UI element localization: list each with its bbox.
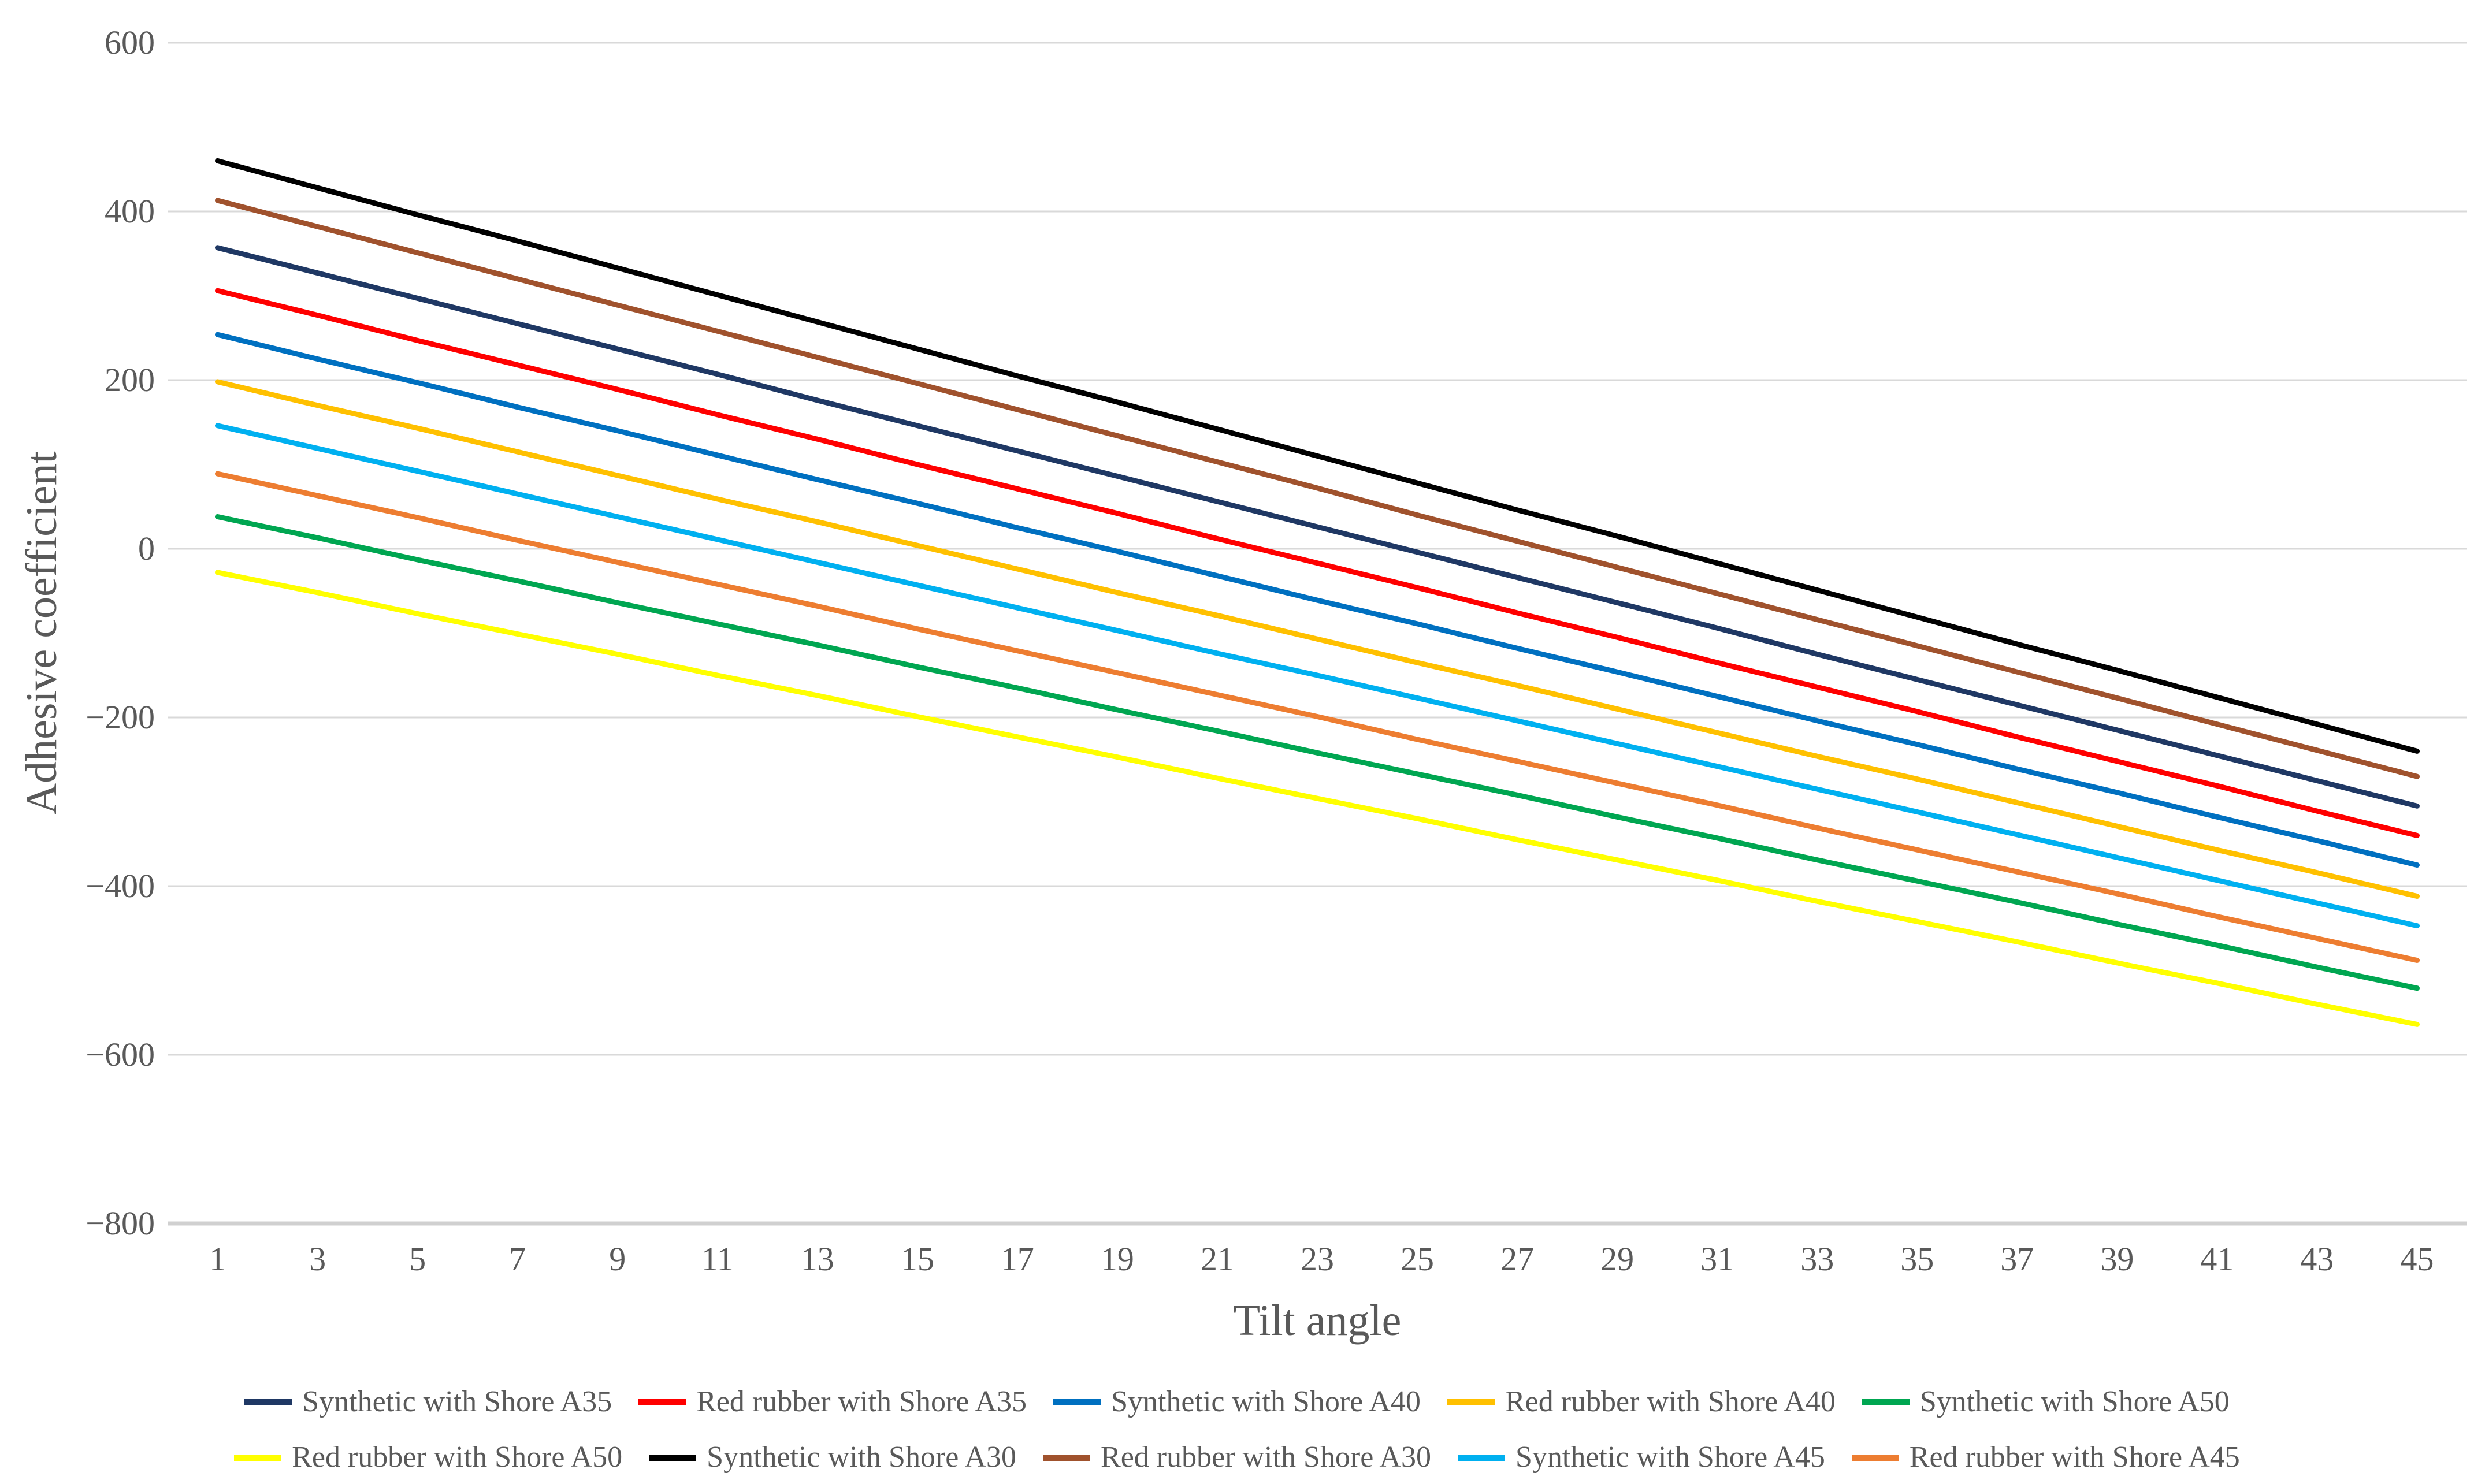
x-tick-label: 9 — [609, 1240, 626, 1278]
x-tick-label: 39 — [2100, 1240, 2134, 1278]
x-tick-label: 11 — [701, 1240, 734, 1278]
legend-swatch — [649, 1455, 697, 1461]
x-tick-label: 25 — [1401, 1240, 1435, 1278]
x-tick-label: 7 — [509, 1240, 526, 1278]
x-tick-label: 33 — [1800, 1240, 1834, 1278]
series-line-synthetic-with-shore-a35 — [215, 245, 2420, 809]
legend-item-synthetic-with-shore-a45: Synthetic with Shore A45 — [1457, 1440, 1825, 1475]
legend-row-2: Red rubber with Shore A50 Synthetic with … — [234, 1440, 2240, 1475]
legend-swatch — [638, 1399, 686, 1405]
x-tick-label: 29 — [1600, 1240, 1635, 1278]
x-tick-label: 23 — [1301, 1240, 1334, 1278]
x-tick-label: 13 — [800, 1240, 834, 1278]
legend-label: Red rubber with Shore A50 — [292, 1441, 623, 1474]
series-line-synthetic-with-shore-a45 — [215, 423, 2420, 929]
legend-item-synthetic-with-shore-a30: Synthetic with Shore A30 — [649, 1440, 1016, 1475]
x-tick-label: 31 — [1700, 1240, 1734, 1278]
x-axis-title: Tilt angle — [1233, 1296, 1402, 1345]
series-line-synthetic-with-shore-a30 — [215, 158, 2420, 754]
legend-label: Red rubber with Shore A45 — [1909, 1441, 2240, 1474]
legend-label: Red rubber with Shore A40 — [1505, 1385, 1836, 1418]
legend-swatch — [244, 1399, 292, 1405]
legend-label: Synthetic with Shore A40 — [1111, 1385, 1421, 1418]
x-tick-label: 43 — [2300, 1240, 2334, 1278]
legend-swatch — [1043, 1455, 1091, 1461]
legend: Synthetic with Shore A35 Red rubber with … — [0, 1384, 2474, 1476]
x-tick-label: 3 — [309, 1240, 326, 1278]
x-tick-label: 41 — [2200, 1240, 2234, 1278]
legend-label: Synthetic with Shore A35 — [302, 1385, 612, 1418]
x-tick-label: 5 — [409, 1240, 426, 1278]
legend-item-red-rubber-with-shore-a45: Red rubber with Shore A45 — [1851, 1440, 2240, 1475]
legend-item-synthetic-with-shore-a35: Synthetic with Shore A35 — [244, 1384, 612, 1420]
legend-label: Synthetic with Shore A30 — [707, 1441, 1017, 1474]
legend-swatch — [1457, 1455, 1505, 1461]
series-line-red-rubber-with-shore-a50 — [215, 570, 2420, 1027]
series-line-red-rubber-with-shore-a40 — [215, 379, 2420, 899]
y-tick-label: 600 — [105, 24, 155, 61]
legend-item-red-rubber-with-shore-a30: Red rubber with Shore A30 — [1043, 1440, 1431, 1475]
legend-swatch — [1447, 1399, 1495, 1405]
legend-item-red-rubber-with-shore-a40: Red rubber with Shore A40 — [1447, 1384, 1836, 1420]
series-line-red-rubber-with-shore-a45 — [215, 471, 2420, 963]
legend-item-red-rubber-with-shore-a50: Red rubber with Shore A50 — [234, 1440, 622, 1475]
x-tick-label: 35 — [1900, 1240, 1934, 1278]
legend-row-1: Synthetic with Shore A35 Red rubber with … — [244, 1384, 2230, 1420]
y-tick-label: −400 — [86, 867, 155, 905]
legend-label: Synthetic with Shore A45 — [1515, 1441, 1825, 1474]
series-line-red-rubber-with-shore-a35 — [215, 288, 2420, 838]
legend-label: Red rubber with Shore A30 — [1101, 1441, 1431, 1474]
legend-swatch — [1053, 1399, 1101, 1405]
series-line-synthetic-with-shore-a40 — [215, 332, 2420, 868]
x-tick-label: 27 — [1500, 1240, 1535, 1278]
x-tick-label: 21 — [1200, 1240, 1234, 1278]
y-tick-label: 0 — [138, 530, 155, 567]
y-tick-label: −600 — [86, 1036, 155, 1073]
x-tick-label: 15 — [900, 1240, 934, 1278]
legend-item-synthetic-with-shore-a40: Synthetic with Shore A40 — [1053, 1384, 1421, 1420]
y-tick-label: −200 — [86, 698, 155, 736]
y-tick-label: 200 — [105, 361, 155, 399]
y-axis-title: Adhesive coefficient — [17, 451, 66, 815]
x-tick-label: 37 — [2000, 1240, 2034, 1278]
x-tick-label: 1 — [209, 1240, 226, 1278]
x-tick-label: 45 — [2400, 1240, 2434, 1278]
series-line-synthetic-with-shore-a50 — [215, 514, 2420, 991]
legend-swatch — [234, 1455, 282, 1461]
series-line-red-rubber-with-shore-a30 — [215, 198, 2420, 779]
x-tick-label: 19 — [1100, 1240, 1134, 1278]
y-tick-label: 400 — [105, 192, 155, 230]
y-tick-label: −800 — [86, 1204, 155, 1242]
legend-label: Red rubber with Shore A35 — [696, 1385, 1027, 1418]
x-tick-label: 17 — [1000, 1240, 1034, 1278]
legend-item-synthetic-with-shore-a50: Synthetic with Shore A50 — [1862, 1384, 2230, 1420]
legend-swatch — [1862, 1399, 1910, 1405]
legend-item-red-rubber-with-shore-a35: Red rubber with Shore A35 — [638, 1384, 1027, 1420]
legend-swatch — [1851, 1455, 1899, 1461]
legend-label: Synthetic with Shore A50 — [1919, 1385, 2230, 1418]
